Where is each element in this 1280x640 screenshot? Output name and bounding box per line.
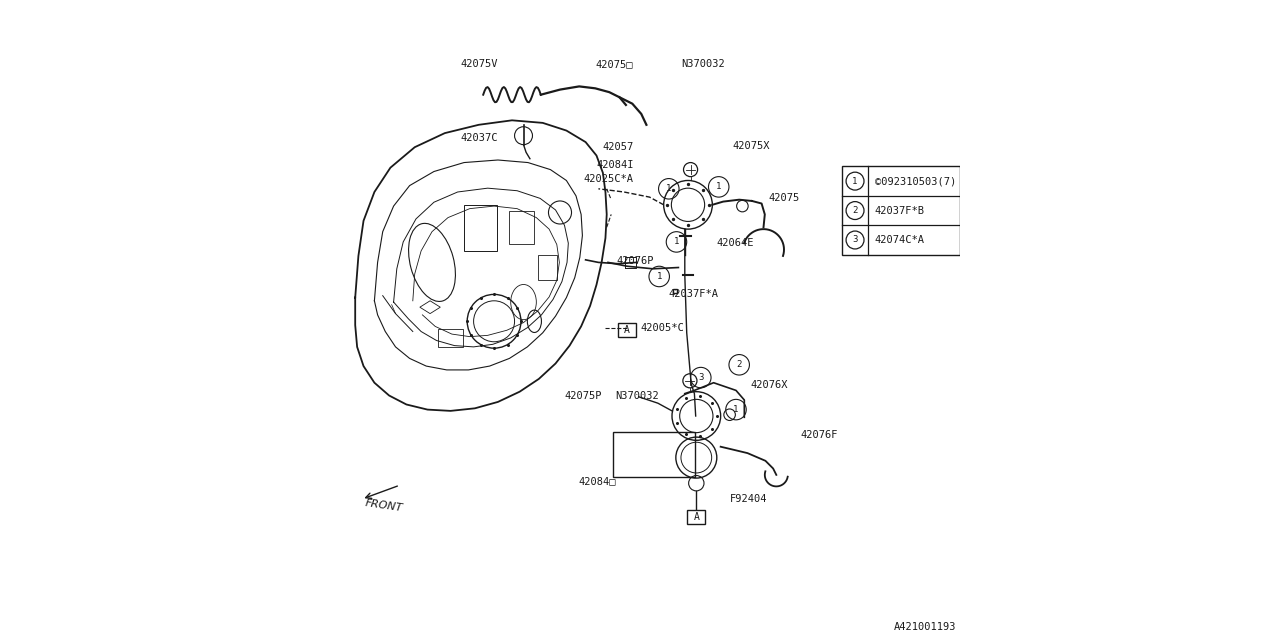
Text: 42075V: 42075V: [461, 59, 498, 69]
Text: 42076F: 42076F: [800, 430, 837, 440]
Text: 3: 3: [698, 373, 704, 382]
Text: 42074C*A: 42074C*A: [876, 235, 925, 245]
Bar: [613, 432, 695, 477]
Text: 42075P: 42075P: [564, 390, 602, 401]
Text: 1: 1: [852, 177, 858, 186]
Text: ©092310503(7): ©092310503(7): [876, 176, 956, 186]
Text: 3: 3: [852, 236, 858, 244]
Text: 2: 2: [736, 360, 742, 369]
Text: 42075X: 42075X: [732, 141, 771, 151]
Text: N370032: N370032: [616, 390, 659, 401]
Text: F92404: F92404: [730, 494, 767, 504]
Text: 42075: 42075: [768, 193, 799, 204]
Bar: [687, 510, 705, 524]
Text: 42037F*B: 42037F*B: [876, 205, 925, 216]
Text: 42075□: 42075□: [595, 59, 632, 69]
Bar: [508, 211, 535, 244]
Text: 1: 1: [666, 184, 672, 193]
Text: 42057: 42057: [603, 142, 634, 152]
Text: A: A: [625, 324, 630, 335]
Bar: [538, 255, 557, 280]
Text: N370032: N370032: [681, 59, 726, 69]
Bar: [465, 205, 498, 251]
Text: FRONT: FRONT: [365, 498, 403, 513]
Bar: [618, 323, 636, 337]
Text: 42037C: 42037C: [461, 132, 498, 143]
Text: 42005*C: 42005*C: [640, 323, 684, 333]
Text: 42076P: 42076P: [617, 256, 654, 266]
Bar: [842, 166, 960, 255]
Text: 42037F*A: 42037F*A: [668, 289, 719, 300]
Text: 42076X: 42076X: [750, 380, 787, 390]
Text: 1: 1: [716, 182, 722, 191]
Text: A421001193: A421001193: [895, 622, 957, 632]
Text: 42064E: 42064E: [717, 238, 754, 248]
Text: 42025C*A: 42025C*A: [584, 174, 634, 184]
Text: 1: 1: [657, 272, 662, 281]
Text: 42084I: 42084I: [596, 160, 634, 170]
Text: 1: 1: [733, 405, 739, 414]
Text: 42084□: 42084□: [579, 476, 616, 486]
Text: 1: 1: [673, 237, 680, 246]
Text: 2: 2: [852, 206, 858, 215]
Text: A: A: [694, 512, 699, 522]
Bar: [438, 329, 463, 347]
